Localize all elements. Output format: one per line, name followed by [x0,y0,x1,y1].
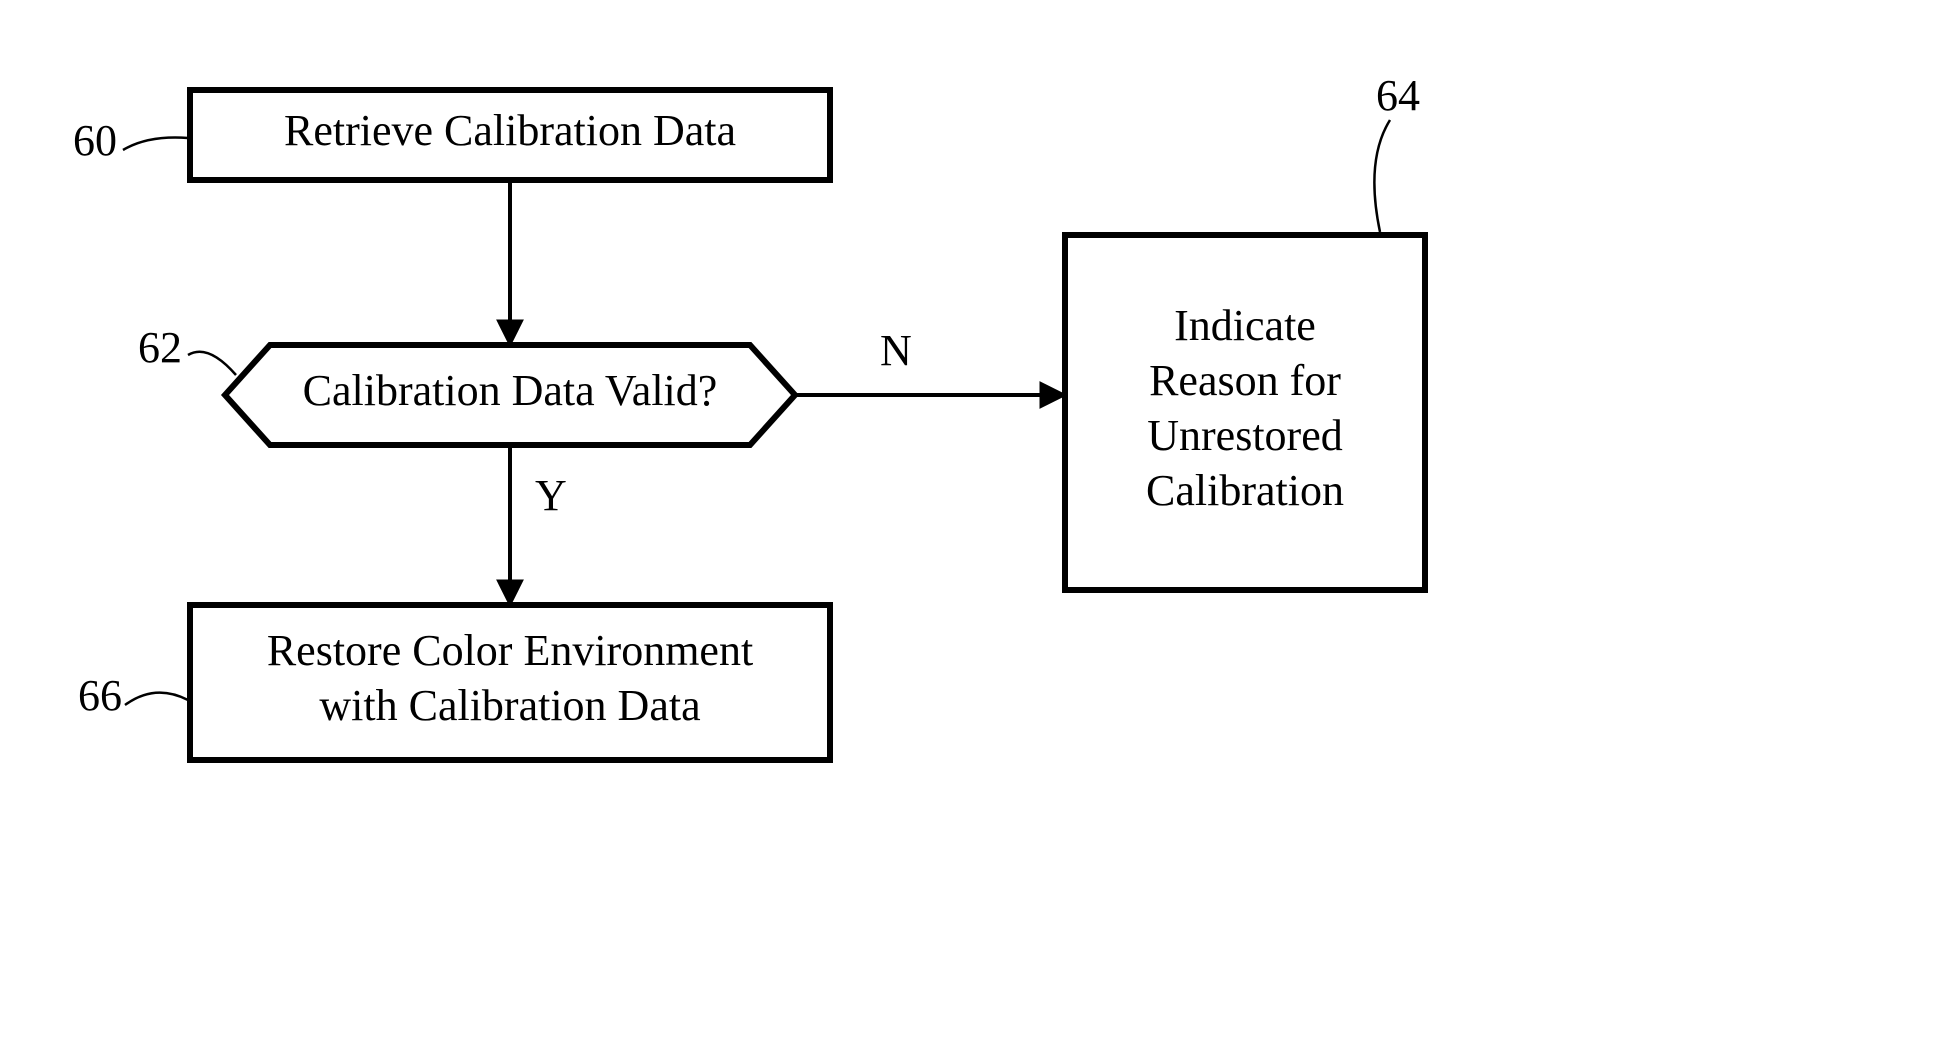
ref-leader-2 [1374,120,1390,232]
ref-leader-1 [188,352,236,375]
flowchart-svg: Retrieve Calibration Data Calibration Dat… [0,0,1500,820]
n64-label-line-3: Calibration [1146,466,1344,515]
n60-label-line-0: Retrieve Calibration Data [284,106,736,155]
ref-label-2: 64 [1376,71,1420,120]
ref-leader-0 [123,138,188,151]
n64-label-line-0: Indicate [1174,301,1316,350]
edge-label-2: N [880,326,912,375]
edge-label-1: Y [535,471,567,520]
n66-label-line-1: with Calibration Data [319,681,700,730]
ref-label-1: 62 [138,323,182,372]
n64-label-line-1: Reason for [1149,356,1341,405]
ref-label-0: 60 [73,116,117,165]
ref-leader-3 [125,693,188,705]
ref-label-3: 66 [78,671,122,720]
n66-label-line-0: Restore Color Environment [267,626,753,675]
n62-label-line-0: Calibration Data Valid? [303,366,718,415]
n64-label-line-2: Unrestored [1147,411,1343,460]
